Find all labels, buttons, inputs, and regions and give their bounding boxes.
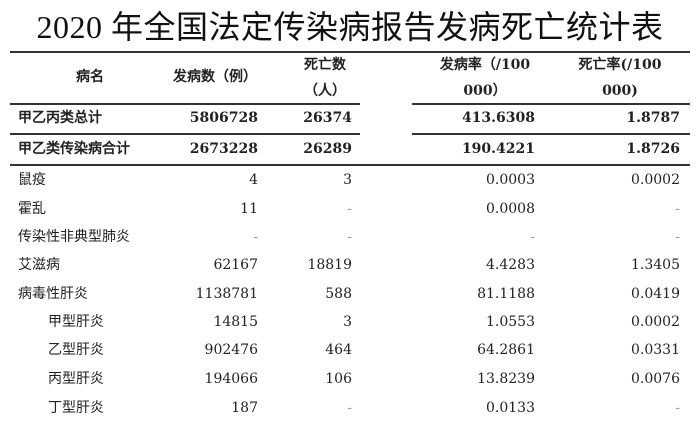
mortality-cell: 0.0331	[631, 342, 680, 358]
header-mortality-line2: 000)	[602, 83, 638, 99]
header-incidence-line2: 000）	[463, 83, 507, 99]
table-top-rule	[10, 51, 690, 53]
table-row: 甲乙丙类总计 5806728 26374 413.6308 1.8787	[0, 104, 700, 132]
deaths-cell: 3	[343, 172, 352, 188]
header-rule-right	[412, 103, 690, 105]
deaths-cell: 464	[325, 342, 352, 358]
cases-cell: -	[253, 229, 258, 245]
table-row: 病毒性肝炎 1138781 588 81.1188 0.0419	[0, 280, 700, 308]
table-row: 艾滋病 62167 18819 4.4283 1.3405	[0, 251, 700, 279]
disease-name: 艾滋病	[18, 257, 60, 273]
cases-cell: 902476	[204, 342, 258, 358]
deaths-cell: 588	[325, 286, 352, 302]
table-row: 乙型肝炎 902476 464 64.2861 0.0331	[0, 336, 700, 364]
table-row: 传染性非典型肺炎 - - - -	[0, 223, 700, 251]
deaths-cell: 106	[325, 371, 352, 387]
table-row: 丙型肝炎 194066 106 13.8239 0.0076	[0, 365, 700, 393]
cases-cell: 62167	[213, 257, 258, 273]
header-deaths: 死亡数 （人）	[290, 52, 360, 104]
header-incidence: 发病率（/100 000）	[425, 52, 545, 104]
disease-name: 丁型肝炎	[48, 400, 104, 416]
incidence-cell: 4.4283	[486, 257, 535, 273]
incidence-cell: 0.0003	[486, 172, 535, 188]
table-row: 丁型肝炎 187 - 0.0133 -	[0, 394, 700, 422]
disease-name: 甲乙类传染病合计	[18, 141, 130, 157]
incidence-cell: 13.8239	[477, 371, 535, 387]
mortality-cell: -	[675, 400, 680, 416]
incidence-cell: 413.6308	[461, 110, 535, 126]
mortality-cell: 0.0419	[631, 286, 680, 302]
cases-cell: 187	[231, 400, 258, 416]
disease-name: 传染性非典型肺炎	[18, 229, 130, 245]
header-mortality: 死亡率(/100 000)	[560, 52, 680, 104]
disease-name: 霍乱	[18, 201, 46, 217]
incidence-cell: 0.0133	[486, 400, 535, 416]
table-row: 甲型肝炎 14815 3 1.0553 0.0002	[0, 308, 700, 336]
row-rule-full	[10, 164, 690, 166]
header-incidence-line1: 发病率（/100	[439, 57, 531, 73]
table-row: 霍乱 11 - 0.0008 -	[0, 195, 700, 223]
deaths-cell: -	[347, 400, 352, 416]
mortality-cell: 0.0002	[631, 314, 680, 330]
mortality-cell: 1.3405	[631, 257, 680, 273]
deaths-cell: -	[347, 229, 352, 245]
cases-cell: 2673228	[189, 141, 258, 157]
incidence-cell: 1.0553	[486, 314, 535, 330]
disease-name: 鼠疫	[18, 172, 46, 188]
disease-name: 甲型肝炎	[48, 314, 104, 330]
deaths-cell: -	[347, 201, 352, 217]
disease-name: 乙型肝炎	[48, 342, 104, 358]
cases-cell: 5806728	[189, 110, 258, 126]
header-deaths-line1: 死亡数	[304, 57, 346, 73]
incidence-cell: 64.2861	[477, 342, 535, 358]
mortality-cell: 1.8787	[626, 110, 680, 126]
disease-name: 病毒性肝炎	[18, 286, 88, 302]
incidence-cell: 190.4221	[461, 141, 535, 157]
incidence-cell: 0.0008	[486, 201, 535, 217]
incidence-cell: 81.1188	[477, 286, 535, 302]
disease-name: 甲乙丙类总计	[18, 110, 102, 126]
table-row: 甲乙类传染病合计 2673228 26289 190.4221 1.8726	[0, 135, 700, 163]
cases-cell: 14815	[213, 314, 258, 330]
header-rule-left	[10, 103, 360, 105]
disease-name: 丙型肝炎	[48, 371, 104, 387]
deaths-cell: 3	[343, 314, 352, 330]
table-row: 鼠疫 4 3 0.0003 0.0002	[0, 166, 700, 194]
cases-cell: 4	[249, 172, 258, 188]
cases-cell: 11	[240, 201, 258, 217]
mortality-cell: -	[675, 201, 680, 217]
header-mortality-line1: 死亡率(/100	[578, 57, 662, 73]
deaths-cell: 26289	[303, 141, 352, 157]
cases-cell: 1138781	[195, 286, 258, 302]
incidence-cell: -	[530, 229, 535, 245]
header-name: 病名	[76, 69, 104, 85]
row-rule-left	[10, 133, 360, 135]
mortality-cell: -	[675, 229, 680, 245]
row-rule-right	[412, 133, 690, 135]
header-deaths-line2: （人）	[304, 83, 346, 99]
cases-cell: 194066	[204, 371, 258, 387]
deaths-cell: 26374	[303, 110, 352, 126]
page-title: 2020 年全国法定传染病报告发病死亡统计表	[36, 9, 664, 45]
deaths-cell: 18819	[307, 257, 352, 273]
header-cases: 发病数（例）	[173, 69, 257, 85]
mortality-cell: 0.0002	[631, 172, 680, 188]
mortality-cell: 0.0076	[631, 371, 680, 387]
mortality-cell: 1.8726	[626, 141, 680, 157]
